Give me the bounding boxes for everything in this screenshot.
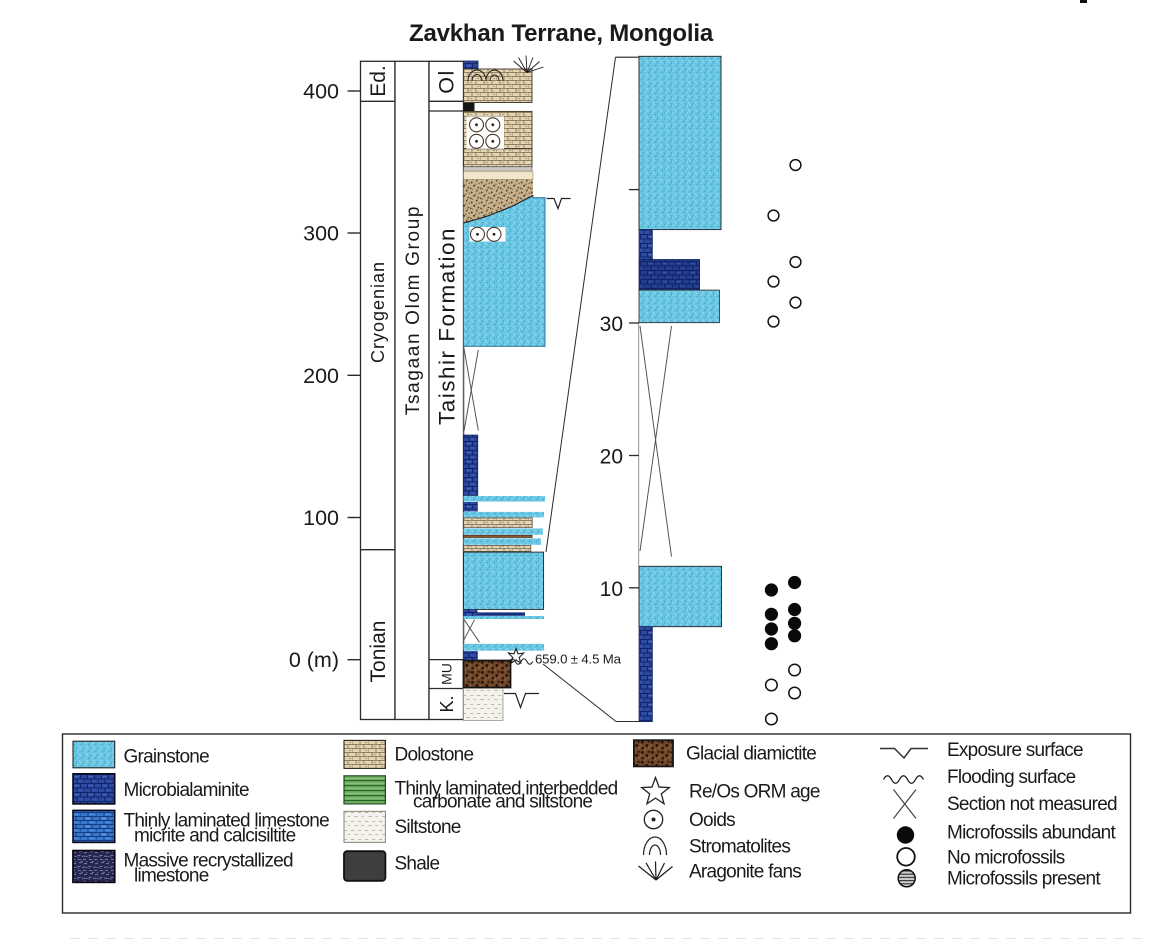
svg-text:659.0 ± 4.5 Ma: 659.0 ± 4.5 Ma: [535, 652, 622, 667]
svg-text:Microbialaminite: Microbialaminite: [124, 780, 249, 801]
svg-text:Dolostone: Dolostone: [395, 745, 474, 766]
svg-text:Exposure surface: Exposure surface: [947, 740, 1083, 761]
svg-text:Thinly laminated limestone: Thinly laminated limestone: [124, 811, 330, 832]
svg-text:400: 400: [303, 80, 339, 104]
svg-text:100: 100: [303, 506, 339, 530]
svg-text:Tsagaan Olom Group: Tsagaan Olom Group: [403, 205, 424, 415]
svg-text:Microfossils abundant: Microfossils abundant: [947, 823, 1116, 844]
svg-text:Ed.: Ed.: [367, 65, 390, 97]
svg-text:Shale: Shale: [395, 854, 440, 875]
svg-text:10: 10: [600, 578, 623, 601]
svg-text:Thinly laminated interbedded: Thinly laminated interbedded: [395, 779, 618, 800]
svg-text:Cryogenian: Cryogenian: [368, 261, 388, 363]
svg-text:Stromatolites: Stromatolites: [689, 837, 790, 858]
svg-text:Taishir Formation: Taishir Formation: [435, 227, 460, 425]
svg-text:Glacial diamictite: Glacial diamictite: [686, 744, 816, 765]
svg-text:20: 20: [600, 446, 623, 469]
svg-text:300: 300: [303, 222, 339, 246]
svg-text:Aragonite fans: Aragonite fans: [689, 862, 801, 883]
svg-text:Massive recrystallized: Massive recrystallized: [124, 851, 294, 872]
svg-text:Flooding surface: Flooding surface: [947, 767, 1076, 788]
svg-text:Ooids: Ooids: [689, 810, 735, 831]
svg-text:K.: K.: [437, 695, 457, 712]
svg-text:Re/Os ORM age: Re/Os ORM age: [689, 782, 820, 803]
svg-text:Grainstone: Grainstone: [124, 747, 210, 768]
svg-text:No microfossils: No microfossils: [947, 848, 1065, 869]
svg-text:Zavkhan Terrane, Mongolia: Zavkhan Terrane, Mongolia: [409, 20, 714, 47]
svg-text:limestone: limestone: [134, 866, 209, 887]
svg-text:MU: MU: [438, 663, 454, 685]
svg-text:Ol: Ol: [435, 69, 459, 94]
svg-text:0 (m): 0 (m): [289, 648, 339, 672]
svg-text:30: 30: [600, 313, 623, 336]
svg-text:Microfossils present: Microfossils present: [947, 869, 1101, 890]
svg-text:200: 200: [303, 364, 339, 388]
svg-text:carbonate and siltstone: carbonate and siltstone: [413, 792, 592, 813]
svg-text:Section not measured: Section not measured: [947, 794, 1117, 815]
svg-text:Siltstone: Siltstone: [395, 817, 461, 838]
svg-text:micrite and calcisiltite: micrite and calcisiltite: [134, 826, 296, 847]
svg-text:Tonian: Tonian: [367, 621, 390, 683]
